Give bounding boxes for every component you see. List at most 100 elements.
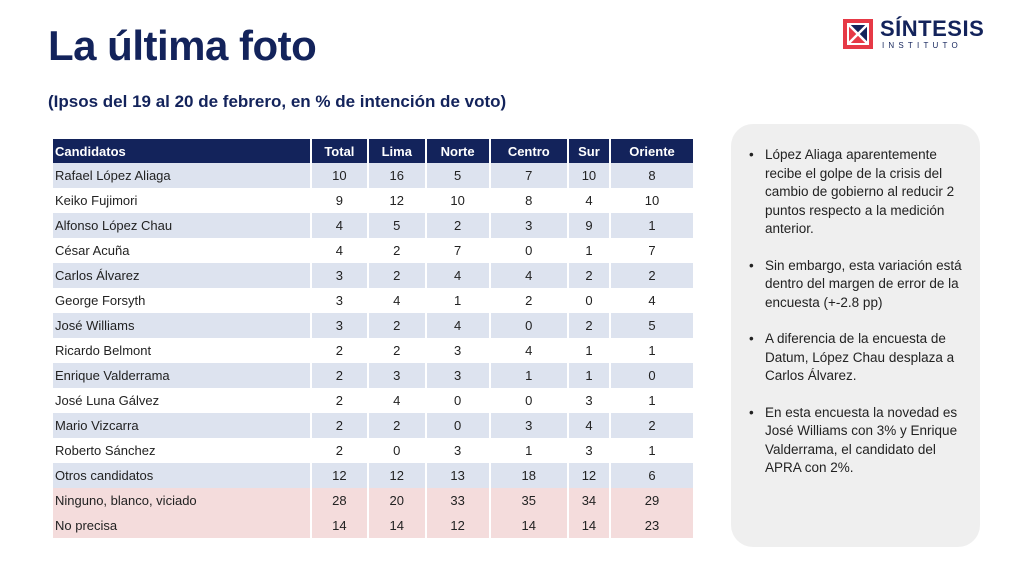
column-header: Oriente xyxy=(610,139,693,163)
vote-value: 1 xyxy=(610,338,693,363)
note-text: Sin embargo, esta variación está dentro … xyxy=(765,257,962,310)
vote-value: 3 xyxy=(367,363,427,388)
vote-value: 7 xyxy=(489,163,569,188)
vote-value: 35 xyxy=(489,488,569,513)
note-item: • En esta encuesta la novedad es José Wil… xyxy=(749,404,964,478)
vote-value: 12 xyxy=(367,463,427,488)
vote-value: 14 xyxy=(567,513,612,538)
vote-value: 0 xyxy=(425,388,491,413)
bullet-icon: • xyxy=(749,331,754,346)
table-row: Rafael López Aliaga 10 16 5 7 10 8 xyxy=(53,163,693,188)
note-text: En esta encuesta la novedad es José Will… xyxy=(765,404,958,476)
vote-value: 9 xyxy=(310,188,369,213)
vote-value: 0 xyxy=(567,288,612,313)
bullet-icon: • xyxy=(749,257,754,273)
bullet-icon: • xyxy=(749,404,754,420)
vote-value: 2 xyxy=(310,338,369,363)
vote-value: 28 xyxy=(310,488,369,513)
vote-value: 4 xyxy=(567,188,612,213)
table-row: José Luna Gálvez 2 4 0 0 3 1 xyxy=(53,388,693,413)
candidate-name: George Forsyth xyxy=(53,288,312,313)
vote-value: 14 xyxy=(310,513,369,538)
column-header: Centro xyxy=(489,139,569,163)
vote-value: 5 xyxy=(367,213,427,238)
candidate-name: Otros candidatos xyxy=(53,463,312,488)
notes-list: • López Aliaga aparentemente recibe el go… xyxy=(749,146,964,478)
vote-value: 6 xyxy=(610,463,693,488)
vote-value: 4 xyxy=(489,263,569,288)
note-item: • López Aliaga aparentemente recibe el go… xyxy=(749,146,964,239)
column-header: Total xyxy=(310,139,369,163)
vote-value: 10 xyxy=(610,188,693,213)
vote-value: 2 xyxy=(367,313,427,338)
vote-value: 3 xyxy=(425,338,491,363)
vote-value: 1 xyxy=(567,238,612,263)
note-text: A diferencia de la encuesta de Datum, Ló… xyxy=(765,331,955,383)
table-row: Otros candidatos 12 12 13 18 12 6 xyxy=(53,463,693,488)
table-row: Mario Vizcarra 2 2 0 3 4 2 xyxy=(53,413,693,438)
vote-value: 2 xyxy=(310,363,369,388)
vote-value: 3 xyxy=(567,388,612,413)
vote-value: 20 xyxy=(367,488,427,513)
page-subtitle: (Ipsos del 19 al 20 de febrero, en % de … xyxy=(48,92,507,111)
candidate-name: Carlos Álvarez xyxy=(53,263,312,288)
vote-value: 2 xyxy=(567,313,612,338)
table-body: Rafael López Aliaga 10 16 5 7 10 8 Keiko Fujimo… xyxy=(53,163,693,538)
vote-value: 14 xyxy=(489,513,569,538)
logo-subtitle: INSTITUTO xyxy=(882,41,962,50)
vote-value: 8 xyxy=(489,188,569,213)
vote-value: 0 xyxy=(489,238,569,263)
vote-value: 3 xyxy=(567,438,612,463)
vote-value: 1 xyxy=(610,388,693,413)
vote-value: 3 xyxy=(489,213,569,238)
vote-value: 0 xyxy=(425,413,491,438)
vote-value: 2 xyxy=(310,388,369,413)
candidate-name: Rafael López Aliaga xyxy=(53,163,312,188)
vote-intention-table: Candidatos Total Lima Norte Centro Sur Oriente… xyxy=(53,139,693,538)
vote-value: 2 xyxy=(567,263,612,288)
table-row: Ninguno, blanco, viciado 28 20 33 35 34 29 xyxy=(53,488,693,513)
vote-value: 18 xyxy=(489,463,569,488)
vote-value: 13 xyxy=(425,463,491,488)
vote-value: 1 xyxy=(567,363,612,388)
candidate-name: Roberto Sánchez xyxy=(53,438,312,463)
table-row: Enrique Valderrama 2 3 3 1 1 0 xyxy=(53,363,693,388)
vote-value: 4 xyxy=(425,263,491,288)
page-title: La última foto xyxy=(48,22,317,69)
vote-value: 4 xyxy=(310,213,369,238)
notes-panel: • López Aliaga aparentemente recibe el go… xyxy=(731,124,980,547)
candidate-name: Ninguno, blanco, viciado xyxy=(53,488,312,513)
table-row: César Acuña 4 2 7 0 1 7 xyxy=(53,238,693,263)
vote-value: 3 xyxy=(310,313,369,338)
sintesis-logo-icon xyxy=(843,19,873,49)
vote-value: 5 xyxy=(610,313,693,338)
vote-value: 4 xyxy=(367,288,427,313)
vote-value: 1 xyxy=(425,288,491,313)
column-header: Lima xyxy=(367,139,427,163)
table-header-row: Candidatos Total Lima Norte Centro Sur Oriente xyxy=(53,139,693,163)
candidate-name: Alfonso López Chau xyxy=(53,213,312,238)
vote-value: 0 xyxy=(489,313,569,338)
vote-value: 14 xyxy=(367,513,427,538)
vote-value: 10 xyxy=(567,163,612,188)
table-row: Roberto Sánchez 2 0 3 1 3 1 xyxy=(53,438,693,463)
vote-value: 7 xyxy=(610,238,693,263)
vote-value: 29 xyxy=(610,488,693,513)
table-row: Carlos Álvarez 3 2 4 4 2 2 xyxy=(53,263,693,288)
column-header: Sur xyxy=(567,139,612,163)
table-row: George Forsyth 3 4 1 2 0 4 xyxy=(53,288,693,313)
vote-value: 3 xyxy=(310,263,369,288)
vote-value: 12 xyxy=(310,463,369,488)
vote-value: 2 xyxy=(367,338,427,363)
vote-value: 2 xyxy=(310,438,369,463)
vote-value: 5 xyxy=(425,163,491,188)
vote-value: 0 xyxy=(367,438,427,463)
candidate-name: No precisa xyxy=(53,513,312,538)
vote-value: 12 xyxy=(367,188,427,213)
vote-value: 2 xyxy=(310,413,369,438)
candidate-name: Enrique Valderrama xyxy=(53,363,312,388)
vote-value: 3 xyxy=(310,288,369,313)
table-row: No precisa 14 14 12 14 14 23 xyxy=(53,513,693,538)
candidate-name: José Williams xyxy=(53,313,312,338)
candidate-name: Ricardo Belmont xyxy=(53,338,312,363)
